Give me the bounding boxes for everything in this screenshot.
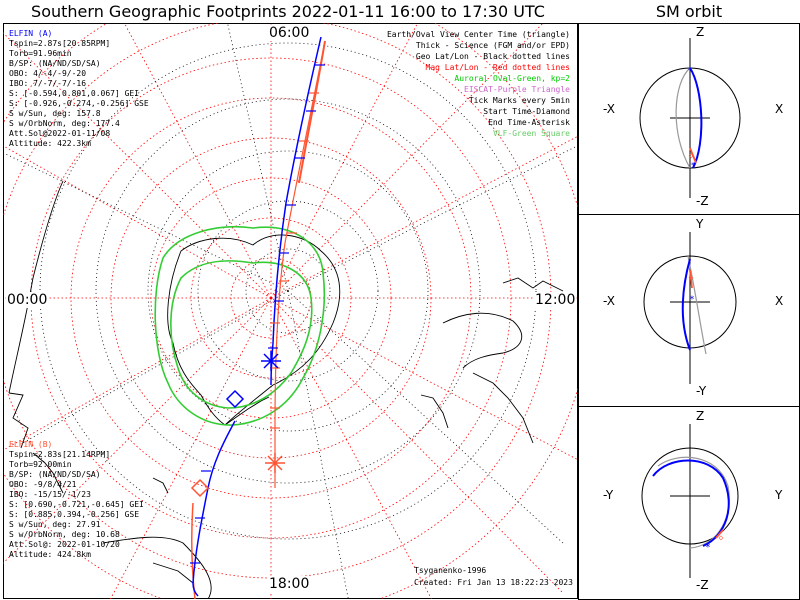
svg-text:*: * (691, 161, 696, 170)
panel3-top-label: Z (696, 409, 705, 423)
elfin-a-ticks (190, 64, 325, 564)
coastlines (8, 180, 564, 599)
elfin-a-line: S: [-0.926,-0.274,-0.256] GSE (9, 99, 149, 108)
elfin-b-line: Att.Sol@: 2022-01-10/20 (9, 540, 120, 549)
footprint-map (3, 23, 578, 599)
elfin-b-line: S: [0.885,0.394,-0.256] GSE (9, 510, 140, 519)
elfin-a-line: Att.Sol@2022-01-11/08 (9, 129, 111, 138)
elfin-b-line: Altitude: 424.8km (9, 550, 91, 559)
clock-label-right: 12:00 (534, 292, 577, 308)
sm-orbit-yz: * ◇ (641, 424, 739, 578)
clock-label-left: 00:00 (6, 292, 49, 308)
geo-lon-lines (3, 23, 578, 599)
svg-text:*: * (689, 295, 694, 305)
legend: Earth/Oval View Center Time (triangle) T… (387, 29, 570, 139)
legend-item: Mag Lat/Lon - Red dotted lines (425, 63, 571, 72)
svg-text:*: * (688, 66, 693, 75)
panel3-right-label: Y (775, 488, 783, 502)
elfin-a-line: S w/Sun, deg: 157.8 (9, 109, 101, 118)
elfin-b-name: ELFIN (B) (9, 440, 53, 449)
panel2-left-label: -X (603, 294, 615, 308)
panel3-bottom-label: -Z (696, 578, 709, 592)
sm-orbit-title: SM orbit (655, 2, 723, 21)
elfin-a-line: Altitude: 422.3km (9, 139, 91, 148)
elfin-a-end-asterisk (261, 351, 281, 371)
panel2-right-label: X (775, 294, 784, 308)
panel1-top-label: Z (696, 25, 705, 39)
elfin-a-info: ELFIN (A) Tspin=2.87s[20.85RPM] Torb=91.… (9, 29, 149, 149)
elfin-b-line: B/SP: (NA/ND/SD/SA) (9, 470, 101, 479)
elfin-a-line: B/SP: (NA/ND/SD/SA) (9, 59, 101, 68)
legend-item: Tick Marks every 5min (468, 96, 570, 105)
clock-label-bottom: 18:00 (268, 576, 311, 592)
svg-text:◇: ◇ (689, 273, 694, 282)
sm-orbit-xy: * ◇ (643, 232, 737, 384)
panel1-left-label: -X (603, 102, 615, 116)
elfin-b-line: Tspin=2.83s[21.14RPM] (9, 450, 111, 459)
elfin-b-line: S w/Sun, deg: 27.91 (9, 520, 101, 529)
created-label: Created: Fri Jan 13 18:22:23 2023 (414, 578, 573, 587)
legend-item: EISCAT-Purple Triangle (464, 85, 570, 94)
elfin-a-line: S w/OrbNorm, deg: 177.4 (9, 119, 120, 128)
elfin-b-line: IBO: -15/15/-1/23 (9, 490, 91, 499)
elfin-a-line: S: [-0.594,0.801,0.067] GEI (9, 89, 140, 98)
elfin-a-line: Tspin=2.87s[20.85RPM] (9, 39, 111, 48)
legend-item: Start Time-Diamond (483, 107, 570, 116)
elfin-b-track (190, 40, 326, 599)
panel2-top-label: Y (696, 217, 704, 231)
legend-item: Auroral Oval-Green, kp=2 (454, 74, 570, 83)
panel3-left-label: -Y (603, 488, 614, 502)
panel2-bottom-label: -Y (696, 384, 707, 398)
sm-orbit-xz: * * ◇ (639, 38, 741, 198)
legend-item: Thick - Science (FGM and/or EPD) (415, 41, 570, 50)
elfin-b-end-asterisk (265, 453, 285, 473)
svg-text:◇: ◇ (719, 533, 724, 542)
legend-item: End Time-Asterisk (488, 118, 570, 127)
svg-text:*: * (705, 543, 710, 553)
model-label: Tsyganenko-1996 (414, 566, 487, 575)
elfin-b-ticks (270, 92, 319, 429)
panel1-bottom-label: -Z (696, 194, 709, 208)
legend-item: Earth/Oval View Center Time (triangle) (386, 30, 570, 39)
geo-lat-circles (39, 42, 537, 540)
elfin-b-start-diamond (190, 478, 210, 498)
legend-item: Geo Lat/Lon - Black dotted lines (415, 52, 570, 61)
elfin-b-line: Torb=92.00min (9, 460, 72, 469)
panel1-right-label: X (775, 102, 784, 116)
elfin-b-info: ELFIN (B) Tspin=2.83s[21.14RPM] Torb=92.… (9, 440, 144, 560)
elfin-a-line: IBO: 7/-7/-7/-16 (9, 79, 87, 88)
elfin-b-line: OBO: -9/8/4/21 (9, 480, 77, 489)
svg-text:◇: ◇ (689, 151, 694, 160)
elfin-b-line: S: [0.690,-0.721,-0.645] GEI (9, 500, 144, 509)
plot-title: Southern Geographic Footprints 2022-01-1… (31, 2, 545, 21)
elfin-a-name: ELFIN (A) (9, 29, 53, 38)
elfin-a-start-diamond (225, 389, 245, 409)
clock-label-top: 06:00 (268, 25, 311, 41)
elfin-a-line: OBO: 4/-4/-9/-20 (9, 69, 87, 78)
map-frame (3, 23, 578, 599)
elfin-a-line: Torb=91.96min (9, 49, 72, 58)
auroral-oval (154, 225, 326, 426)
elfin-b-line: S w/OrbNorm, deg: 10.68 (9, 530, 120, 539)
legend-item: VLF-Green Square (492, 129, 570, 138)
elfin-a-track (192, 36, 322, 597)
